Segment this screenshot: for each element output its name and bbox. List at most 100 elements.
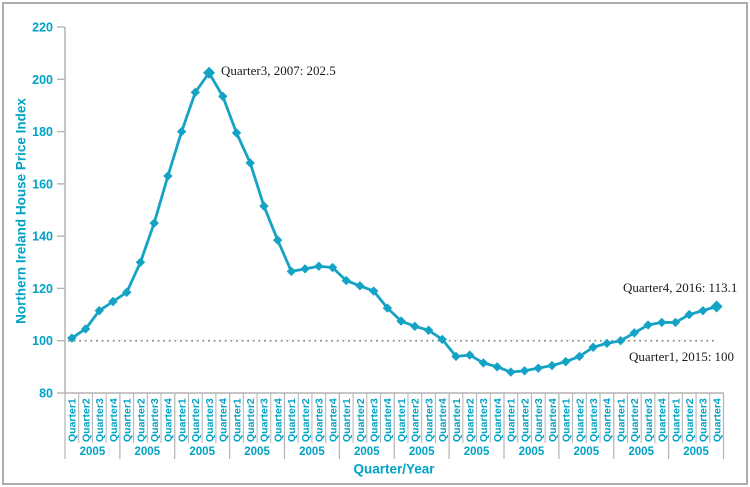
year-label: 2005: [464, 446, 490, 458]
annotation-q4-2016: Quarter4, 2016: 113.1: [623, 280, 738, 295]
year-label: 2005: [683, 446, 709, 458]
quarter-label: Quarter2: [574, 398, 586, 442]
data-point-marker: [203, 66, 216, 79]
quarter-label: Quarter2: [519, 398, 531, 442]
y-tick-label: 140: [32, 230, 53, 244]
quarter-label: Quarter1: [615, 398, 627, 442]
data-point-marker: [451, 351, 461, 362]
data-point-marker: [533, 363, 543, 373]
quarter-label: Quarter3: [533, 398, 545, 442]
data-point-marker: [190, 87, 201, 98]
data-point-marker: [561, 356, 571, 367]
quarter-label: Quarter3: [643, 398, 655, 442]
data-point-marker: [300, 264, 310, 274]
data-point-marker: [437, 334, 447, 345]
quarter-label: Quarter2: [300, 398, 312, 442]
year-label: 2005: [189, 446, 215, 458]
data-point-marker: [135, 257, 146, 267]
quarter-label: Quarter2: [410, 398, 422, 442]
data-point-marker: [698, 305, 708, 316]
year-label: 2005: [80, 446, 106, 458]
quarter-label: Quarter4: [547, 398, 559, 442]
quarter-label: Quarter3: [698, 398, 710, 442]
data-point-marker: [272, 235, 283, 245]
quarter-label: Quarter3: [588, 398, 600, 442]
data-point-marker: [547, 360, 557, 371]
quarter-label: Quarter4: [108, 398, 120, 442]
quarter-label: Quarter4: [492, 398, 504, 442]
quarter-label: Quarter1: [286, 398, 298, 442]
y-tick-label: 200: [32, 73, 53, 87]
quarter-label: Quarter1: [670, 398, 682, 442]
data-point-marker: [163, 171, 173, 181]
quarter-label: Quarter3: [314, 398, 326, 442]
y-tick-label: 120: [32, 282, 53, 296]
data-point-marker: [341, 275, 351, 286]
quarter-label: Quarter3: [259, 398, 271, 442]
data-point-marker: [368, 286, 379, 296]
quarter-label: Quarter4: [711, 398, 723, 442]
data-point-marker: [396, 316, 406, 326]
quarter-label: Quarter4: [657, 398, 669, 442]
annotation-q1-2015: Quarter1, 2015: 100: [629, 349, 735, 364]
data-point-marker: [615, 336, 626, 346]
data-point-marker: [176, 126, 187, 137]
quarter-label: Quarter2: [684, 398, 696, 442]
data-point-marker: [519, 366, 530, 376]
quarter-label: Quarter2: [135, 398, 147, 442]
data-point-marker: [670, 317, 681, 328]
year-label: 2005: [354, 446, 380, 458]
year-label: 2005: [135, 446, 161, 458]
year-label: 2005: [244, 446, 270, 458]
quarter-label: Quarter2: [465, 398, 477, 442]
quarter-label: Quarter3: [423, 398, 435, 442]
data-point-marker: [684, 309, 694, 320]
y-tick-label: 180: [32, 125, 53, 139]
data-point-marker: [382, 303, 393, 313]
data-point-marker: [67, 333, 77, 343]
year-label: 2005: [628, 446, 654, 458]
quarter-label: Quarter1: [561, 398, 573, 442]
data-point-marker: [478, 358, 489, 368]
data-point-marker: [149, 218, 159, 228]
data-point-marker: [80, 324, 91, 334]
quarter-label: Quarter2: [629, 398, 641, 442]
y-tick-label: 80: [39, 387, 53, 401]
quarter-label: Quarter4: [218, 398, 230, 442]
data-point-marker: [492, 362, 502, 372]
data-point-marker: [574, 351, 585, 362]
annotation-peak-2007: Quarter3, 2007: 202.5: [221, 63, 336, 78]
quarter-label: Quarter2: [245, 398, 257, 442]
quarter-label: Quarter1: [122, 398, 134, 442]
quarter-label: Quarter1: [176, 398, 188, 442]
quarter-label: Quarter1: [396, 398, 408, 442]
data-point-marker: [643, 320, 653, 330]
quarter-label: Quarter3: [478, 398, 490, 442]
data-point-marker: [94, 305, 104, 316]
quarter-label: Quarter4: [327, 398, 339, 442]
y-tick-label: 160: [32, 177, 53, 191]
data-point-marker: [629, 328, 640, 338]
data-point-marker: [259, 201, 269, 211]
year-label: 2005: [409, 446, 435, 458]
data-point-marker: [710, 300, 723, 313]
year-label: 2005: [574, 446, 600, 458]
x-axis-title: Quarter/Year: [353, 461, 435, 477]
quarter-label: Quarter4: [382, 398, 394, 442]
data-point-marker: [108, 296, 118, 307]
quarter-label: Quarter3: [149, 398, 161, 442]
quarter-label: Quarter4: [437, 398, 449, 442]
quarter-label: Quarter4: [163, 398, 175, 442]
quarter-label: Quarter3: [94, 398, 106, 442]
data-point-marker: [355, 281, 365, 291]
data-point-marker: [602, 338, 612, 349]
y-tick-label: 220: [32, 21, 53, 35]
quarter-label: Quarter1: [451, 398, 463, 442]
data-point-marker: [245, 158, 255, 168]
data-point-marker: [122, 287, 132, 298]
quarter-label: Quarter4: [272, 398, 284, 442]
quarter-label: Quarter3: [204, 398, 216, 442]
data-point-marker: [327, 262, 338, 273]
quarter-label: Quarter2: [80, 398, 92, 442]
